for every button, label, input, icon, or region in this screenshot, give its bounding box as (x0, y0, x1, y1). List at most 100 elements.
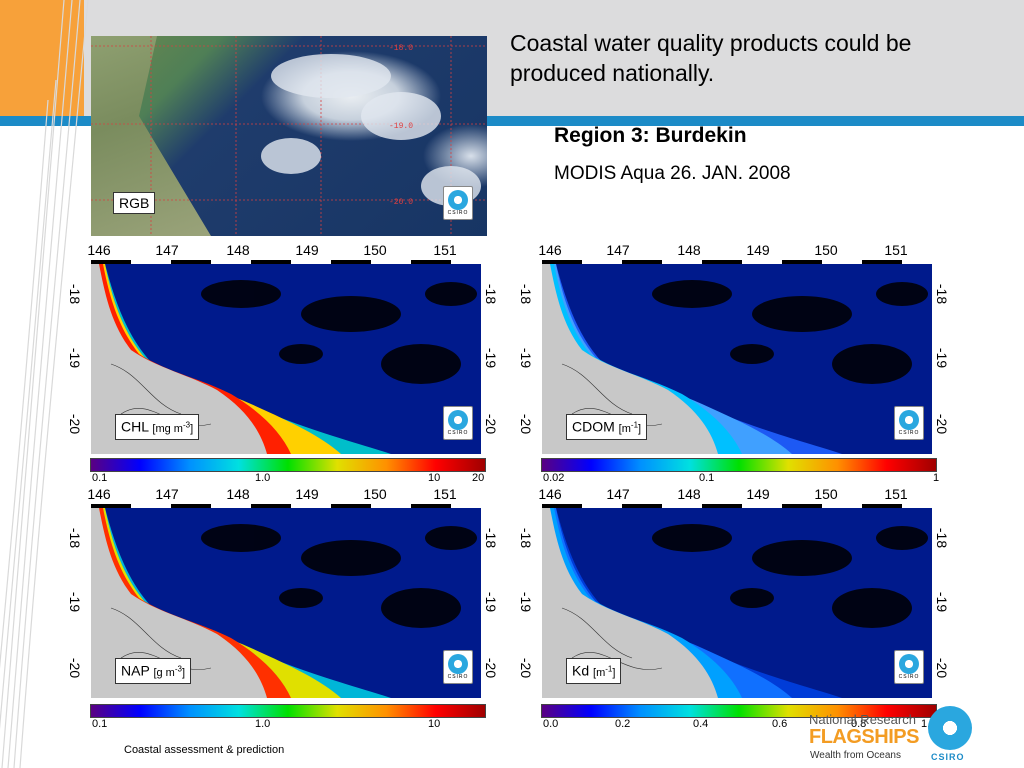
latitude-tick-label: -19 (483, 591, 500, 613)
csiro-badge-disc (899, 410, 919, 430)
longitude-tick-label: 148 (226, 486, 250, 502)
colorbar-ticks: 0.02 0.1 1 (541, 472, 940, 486)
nap-map-panel: 146 147 148 149 150 151 -18 -19 -20 -18 -19 -20 NAP … (67, 486, 499, 712)
colorbar-tick-label: 0.1 (92, 718, 108, 730)
longitude-tick-label: 147 (155, 486, 179, 502)
latitude-tick-label: -20 (67, 657, 84, 679)
csiro-badge-disc (448, 410, 468, 430)
longitude-axis: 146 147 148 149 150 151 (536, 242, 938, 260)
longitude-tick-label: 146 (87, 486, 111, 502)
csiro-badge-icon: CSIRO (443, 186, 473, 220)
map-variable-label: NAP [g m-3] (115, 658, 192, 684)
latitude-tick-label: -20 (934, 413, 951, 435)
longitude-tick-label: 150 (363, 242, 387, 258)
colorbar-ticks: 0.1 1.0 10 (90, 718, 486, 732)
cdom-map-panel: 146 147 148 149 150 151 -18 -19 -20 -18 -19 -20 CDOM… (518, 242, 950, 468)
longitude-tick-label: 150 (814, 486, 838, 502)
colorbar-tick-label: 0.4 (693, 718, 709, 730)
latitude-tick-label: -19 (67, 591, 84, 613)
csiro-badge-disc (448, 654, 468, 674)
chl-colorbar: 0.1 1.0 10 20 (90, 458, 486, 486)
region-heading: Region 3: Burdekin (554, 124, 747, 147)
colorbar-ticks: 0.1 1.0 10 20 (90, 472, 486, 486)
variable-unit-exponent: -1 (630, 420, 639, 429)
colorbar-tick-label: 0.8 (851, 718, 867, 730)
colorbar-tick-label: 0.0 (543, 718, 559, 730)
blue-accent-strip (0, 116, 1024, 126)
variable-unit: [m-1] (618, 420, 642, 435)
variable-name: Kd (572, 662, 594, 679)
latitude-axis-left: -18 -19 -20 (67, 508, 83, 698)
variable-name: NAP (121, 662, 154, 679)
map-frame-scale (542, 260, 932, 264)
latitude-axis-left: -18 -19 -20 (518, 264, 534, 454)
longitude-tick-label: 148 (677, 242, 701, 258)
longitude-tick-label: 151 (884, 242, 908, 258)
latitude-axis-left: -18 -19 -20 (67, 264, 83, 454)
chl-map-panel: 146 147 148 149 150 151 -18 -19 -20 -18 -19 -20 CHL … (67, 242, 499, 468)
latitude-axis-left: -18 -19 -20 (518, 508, 534, 698)
rgb-satellite-image: -18.0 -19.0 -20.0 RGB CSIRO (91, 36, 487, 236)
colorbar-tick-label: 10 (428, 718, 441, 730)
cdom-colorbar: 0.02 0.1 1 (541, 458, 940, 486)
colorbar-tick-label: 1 (933, 472, 940, 484)
colorbar-gradient (541, 458, 937, 472)
latitude-tick-label: -18 (67, 283, 84, 305)
longitude-axis: 146 147 148 149 150 151 (85, 486, 487, 504)
variable-unit-exponent: -3 (174, 664, 182, 673)
longitude-tick-label: 148 (226, 242, 250, 258)
latitude-tick-label: -18 (934, 283, 951, 305)
longitude-tick-label: 147 (155, 242, 179, 258)
longitude-axis: 146 147 148 149 150 151 (85, 242, 487, 260)
slide-title: Coastal water quality products could be … (510, 30, 912, 86)
latitude-tick-label: -20 (483, 413, 500, 435)
latitude-tick-label: -20 (518, 413, 535, 435)
longitude-tick-label: 148 (677, 486, 701, 502)
latitude-tick-label: -19 (483, 347, 500, 369)
kd-colorbar: 0.00.20.40.60.81.0 (541, 704, 937, 732)
longitude-tick-label: 149 (295, 242, 319, 258)
variable-unit-exponent: -3 (182, 420, 191, 429)
map-frame-scale (91, 260, 481, 264)
csiro-logo-icon (928, 706, 972, 750)
longitude-tick-label: 149 (746, 242, 770, 258)
latitude-tick-label: -19 (518, 591, 535, 613)
logo-flagships: FLAGSHIPS (809, 726, 919, 748)
map-image (542, 508, 932, 698)
variable-unit: [mg m-3] (152, 420, 194, 435)
longitude-tick-label: 151 (884, 486, 908, 502)
csiro-badge-text: CSIRO (447, 430, 469, 436)
longitude-tick-label: 149 (295, 486, 319, 502)
latitude-tick-label: -18 (67, 527, 84, 549)
longitude-tick-label: 146 (87, 242, 111, 258)
latitude-tick-label: -18 (518, 283, 535, 305)
variable-name: CHL (121, 418, 153, 435)
variable-name: CDOM (572, 418, 619, 435)
kd-map-panel: 146 147 148 149 150 151 -18 -19 -20 -18 -19 -20 Kd [… (518, 486, 950, 712)
longitude-tick-label: 146 (538, 486, 562, 502)
variable-unit: [g m-3] (153, 664, 186, 679)
latitude-axis-right: -18 -19 -20 (934, 508, 950, 698)
longitude-tick-label: 146 (538, 242, 562, 258)
colorbar-tick-label: 1.0 (255, 718, 271, 730)
csiro-badge-disc (899, 654, 919, 674)
longitude-tick-label: 149 (746, 486, 770, 502)
map-variable-label: CHL [mg m-3] (115, 414, 200, 440)
colorbar-tick-label: 1.0 (255, 472, 271, 484)
colorbar-tick-label: 10 (428, 472, 441, 484)
colorbar-tick-label: 0.2 (615, 718, 631, 730)
rgb-grid-label: -20.0 (389, 198, 413, 207)
csiro-logo-text: CSIRO (931, 752, 965, 762)
csiro-badge-icon: CSIRO (894, 650, 924, 684)
colorbar-tick-label: 20 (472, 472, 485, 484)
longitude-tick-label: 150 (814, 242, 838, 258)
longitude-tick-label: 151 (433, 486, 457, 502)
logo-tagline: Wealth from Oceans (810, 750, 901, 761)
map-rendering (542, 508, 932, 698)
latitude-tick-label: -19 (67, 347, 84, 369)
latitude-tick-label: -18 (934, 527, 951, 549)
map-image (91, 508, 481, 698)
latitude-axis-right: -18 -19 -20 (934, 264, 950, 454)
variable-unit-exponent: -1 (605, 664, 613, 673)
csiro-badge-icon: CSIRO (443, 650, 473, 684)
